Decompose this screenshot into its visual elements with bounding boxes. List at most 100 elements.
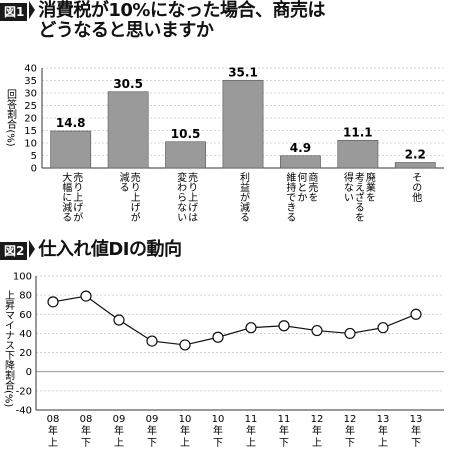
x-tick-year: 08 xyxy=(47,414,60,425)
x-category-label: 得ない xyxy=(341,172,353,202)
data-point xyxy=(344,327,356,340)
bar xyxy=(165,141,206,169)
figure2-badge-arrow xyxy=(29,240,36,258)
x-tick-unit: 年 xyxy=(279,424,289,437)
x-tick-half: 下 xyxy=(411,438,421,449)
y-axis-label: 回答割合(%) xyxy=(5,89,17,147)
figure1-badge: 図1 xyxy=(0,3,28,21)
x-category-label: 考えざるを xyxy=(352,172,364,222)
x-tick-unit: 年 xyxy=(411,424,421,437)
figure2-badge: 図2 xyxy=(0,242,28,260)
line-chart: -40-20020406080100上昇マイナス下降割合(%)08年上08年下0… xyxy=(3,272,444,449)
y-tick-label: 40 xyxy=(24,64,37,75)
y-tick-label: 5 xyxy=(31,151,37,162)
x-tick-unit: 年 xyxy=(147,424,157,437)
y-tick-label: 30 xyxy=(24,89,37,100)
y-tick-label: 10 xyxy=(24,139,37,150)
data-point xyxy=(377,322,389,334)
data-point xyxy=(410,308,422,320)
bar-value-label: 4.9 xyxy=(290,141,311,155)
x-tick-year: 08 xyxy=(80,414,93,425)
y-tick-label: 20 xyxy=(19,348,32,359)
data-point xyxy=(47,296,59,308)
x-tick-year: 12 xyxy=(344,414,357,425)
x-tick-year: 09 xyxy=(146,414,159,425)
x-tick-year: 13 xyxy=(410,414,423,425)
x-category-label: 減る xyxy=(117,171,129,192)
data-point xyxy=(212,331,224,343)
data-point xyxy=(311,324,323,337)
x-category-label: 大幅に減る xyxy=(60,171,72,222)
x-category-label: 売り上げが xyxy=(128,171,140,222)
x-category-label: 売り上げが xyxy=(71,171,83,222)
x-tick-half: 下 xyxy=(81,438,91,449)
x-tick-half: 上 xyxy=(312,437,322,449)
y-tick-label: 0 xyxy=(26,367,32,378)
x-tick-half: 上 xyxy=(246,437,256,449)
x-category-label: 何とか xyxy=(295,171,307,202)
x-tick-unit: 年 xyxy=(378,424,388,437)
bar-value-label: 10.5 xyxy=(171,127,201,141)
x-tick-half: 上 xyxy=(180,437,190,449)
bar xyxy=(394,162,436,169)
x-category-label: 売り上げは xyxy=(186,171,198,222)
y-tick-label: 20 xyxy=(24,114,37,125)
bar xyxy=(50,130,92,169)
x-tick-year: 09 xyxy=(113,414,126,425)
x-tick-unit: 年 xyxy=(345,424,355,437)
bar-value-label: 2.2 xyxy=(405,148,426,162)
figure2-title-text: 仕入れ値DIの動向 xyxy=(38,239,182,260)
data-point xyxy=(113,314,125,326)
figure1-title-line1: 消費税が10%になった場合、商売は xyxy=(38,0,325,21)
x-category-label: 利益が減る xyxy=(238,172,250,222)
x-tick-year: 13 xyxy=(377,414,390,425)
x-tick-year: 10 xyxy=(212,414,225,425)
series-line xyxy=(52,295,417,346)
y-tick-label: 35 xyxy=(24,76,37,87)
bar-value-label: 30.5 xyxy=(113,77,143,91)
data-point xyxy=(146,335,158,347)
figure1-title: 図1 消費税が10%になった場合、商売は どうなると思いますか xyxy=(0,1,325,41)
bar-value-label: 11.1 xyxy=(343,125,373,139)
x-category-label: その他 xyxy=(410,172,422,203)
y-tick-label: 60 xyxy=(19,310,32,321)
figure1-title-line2: どうなると思いますか xyxy=(38,20,214,41)
x-tick-unit: 年 xyxy=(246,424,256,437)
figure1-badge-arrow xyxy=(29,1,36,19)
data-point xyxy=(278,320,290,332)
bar xyxy=(107,91,149,169)
y-tick-label: 15 xyxy=(24,126,37,137)
x-tick-half: 下 xyxy=(147,438,157,449)
x-tick-half: 下 xyxy=(213,438,223,449)
x-tick-unit: 年 xyxy=(48,424,58,437)
x-tick-unit: 年 xyxy=(81,424,91,437)
x-tick-half: 上 xyxy=(114,437,124,449)
x-tick-year: 11 xyxy=(278,414,291,425)
y-tick-label: 100 xyxy=(13,272,32,283)
data-point xyxy=(179,339,191,351)
data-point xyxy=(245,322,257,334)
bar-value-label: 14.8 xyxy=(56,116,86,130)
y-tick-label: 40 xyxy=(19,329,32,340)
x-category-label: 商売を xyxy=(306,171,318,202)
x-tick-unit: 年 xyxy=(180,424,190,437)
x-category-label: 維持できる xyxy=(284,171,296,222)
bar xyxy=(222,79,264,169)
x-tick-year: 11 xyxy=(245,414,258,425)
data-point xyxy=(80,290,92,302)
x-tick-year: 12 xyxy=(311,414,324,425)
bar-value-label: 35.1 xyxy=(228,65,258,79)
figure1-title-text: 消費税が10%になった場合、商売は どうなると思いますか xyxy=(38,1,325,41)
x-tick-unit: 年 xyxy=(312,424,322,437)
x-tick-half: 下 xyxy=(279,438,289,449)
x-category-label: 変わらない xyxy=(175,171,187,222)
bar xyxy=(337,139,379,169)
x-category-label: 廃業を xyxy=(363,171,375,202)
x-tick-unit: 年 xyxy=(114,424,124,437)
x-tick-half: 上 xyxy=(378,437,388,449)
x-tick-year: 10 xyxy=(179,414,192,425)
bar xyxy=(280,155,321,169)
y-tick-label: 25 xyxy=(24,101,37,112)
x-tick-half: 下 xyxy=(345,438,355,449)
